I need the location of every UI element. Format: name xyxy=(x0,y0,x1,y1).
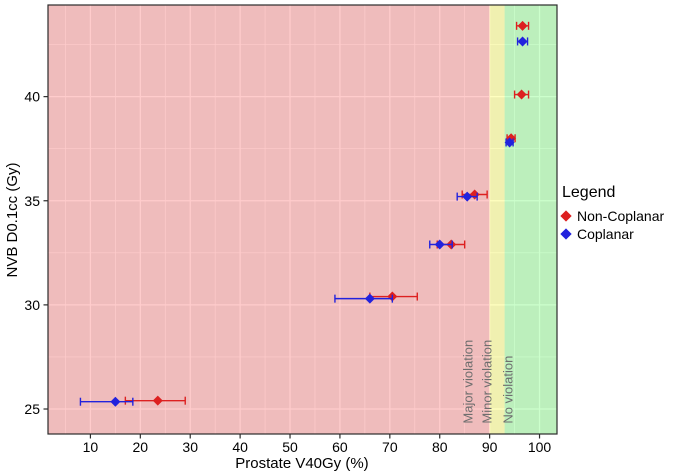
legend-item-non-coplanar: Non-Coplanar xyxy=(560,207,665,225)
panel-background xyxy=(48,5,557,434)
x-tick-label: 50 xyxy=(282,439,298,455)
legend-item-coplanar: Coplanar xyxy=(560,225,664,243)
x-tick-label: 80 xyxy=(432,439,448,455)
legend-title: Legend xyxy=(562,184,616,201)
y-axis-title: NVB D0.1cc (Gy) xyxy=(4,162,21,277)
data-point xyxy=(152,395,163,406)
non-coplanar-diamond-icon xyxy=(560,210,572,222)
data-point xyxy=(517,36,528,47)
y-tick-label: 40 xyxy=(24,89,40,105)
data-point xyxy=(110,396,121,407)
legend: Legend Non-Coplanar Coplanar xyxy=(560,184,665,243)
data-point xyxy=(504,137,515,148)
region-minor-violation xyxy=(489,5,505,434)
y-tick-label: 25 xyxy=(24,401,40,417)
y-tick-label: 30 xyxy=(24,297,40,313)
x-tick-label: 100 xyxy=(528,439,552,455)
x-tick-label: 90 xyxy=(482,439,498,455)
y-tick-label: 35 xyxy=(24,193,40,209)
x-tick-label: 70 xyxy=(382,439,398,455)
x-tick-label: 40 xyxy=(232,439,248,455)
data-point xyxy=(434,239,445,250)
legend-item-label: Coplanar xyxy=(577,226,634,242)
x-axis-title: Prostate V40Gy (%) xyxy=(235,455,368,472)
x-tick-label: 60 xyxy=(332,439,348,455)
data-point xyxy=(517,20,528,31)
series-coplanar xyxy=(79,36,529,407)
chart-layers: Major violation Minor violation No violati… xyxy=(24,4,558,455)
panel-border xyxy=(47,4,558,435)
region-major-violation xyxy=(48,5,490,434)
x-tick-label: 20 xyxy=(133,439,149,455)
data-point xyxy=(364,293,375,304)
coplanar-diamond-icon xyxy=(560,228,572,240)
x-tick-label: 30 xyxy=(182,439,198,455)
region-label: No violation xyxy=(501,356,516,424)
region-label: Minor violation xyxy=(480,340,495,424)
data-point xyxy=(462,191,473,202)
region-label: Major violation xyxy=(461,340,476,424)
x-tick-label: 10 xyxy=(83,439,99,455)
region-no-violation xyxy=(504,5,557,434)
legend-item-label: Non-Coplanar xyxy=(577,208,665,224)
data-point xyxy=(516,89,527,100)
